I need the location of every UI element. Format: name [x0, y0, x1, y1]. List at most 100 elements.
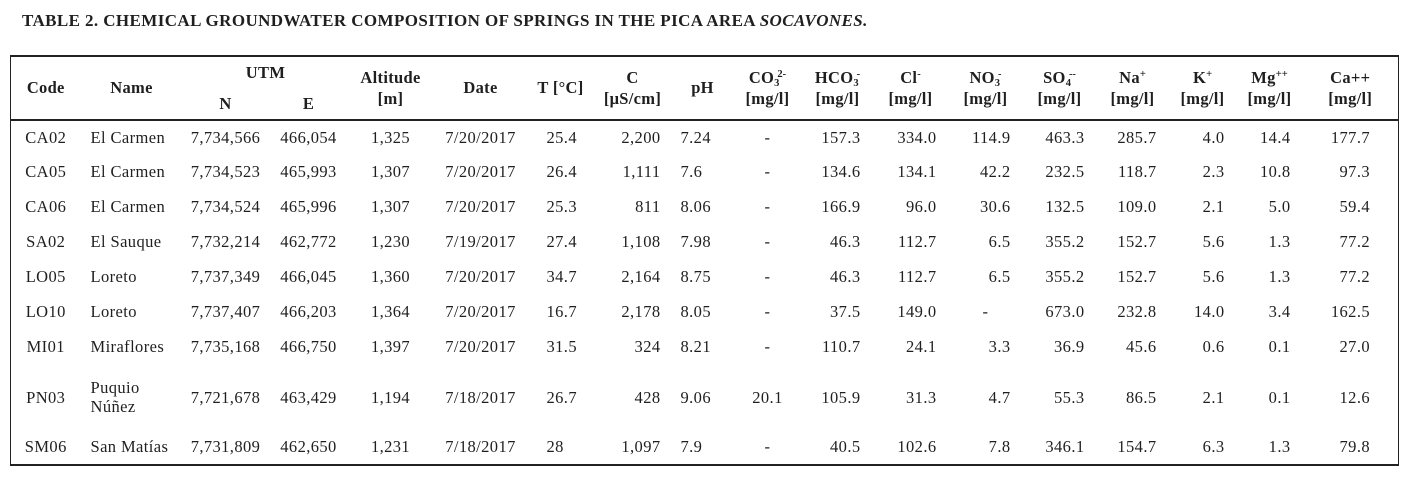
- cell-name: El Carmen: [90, 162, 166, 182]
- cell-ph: 8.06: [680, 197, 711, 217]
- cell-cl: 24.1: [906, 337, 937, 357]
- cell-cl: 149.0: [897, 302, 937, 322]
- column-header-code: Code: [26, 78, 65, 98]
- cell-co3: -: [764, 337, 771, 357]
- cell-ca: 79.8: [1339, 437, 1370, 457]
- cell-no3: 6.5: [988, 267, 1011, 287]
- cell-so4: 346.1: [1045, 437, 1085, 457]
- table-row-LO05: LO05 Loreto 7,737,349 466,045 1,360 7/20/2017…: [11, 260, 1399, 295]
- table-row-PN03: PN03 Puquio Núñez 7,721,678 463,429 1,194 7/1…: [11, 365, 1399, 431]
- cell-altitude: 1,230: [370, 232, 411, 252]
- column-header-mg: Mg++ [mg/l]: [1247, 67, 1292, 108]
- cell-mg: 0.1: [1268, 387, 1291, 407]
- cell-na: 232.8: [1117, 302, 1157, 322]
- table-row-CA05: CA05 El Carmen 7,734,523 465,993 1,307 7/20/2…: [11, 155, 1399, 190]
- cell-date: 7/20/2017: [445, 337, 516, 357]
- cell-t: 34.7: [546, 267, 577, 287]
- cell-so4: 463.3: [1045, 127, 1085, 147]
- cell-c: 1,097: [621, 437, 661, 457]
- cell-altitude: 1,231: [370, 437, 411, 457]
- column-header-so4: SO4-- [mg/l]: [1037, 67, 1082, 108]
- cell-cl: 134.1: [897, 162, 937, 182]
- cell-ca: 12.6: [1339, 387, 1370, 407]
- cell-hco3: 105.9: [821, 387, 861, 407]
- cell-so4: 355.2: [1045, 267, 1085, 287]
- cell-co3: -: [764, 437, 771, 457]
- cell-so4: 36.9: [1054, 337, 1085, 357]
- cell-date: 7/20/2017: [445, 302, 516, 322]
- cell-altitude: 1,397: [370, 337, 411, 357]
- cell-ca: 59.4: [1339, 197, 1370, 217]
- cell-date: 7/20/2017: [445, 127, 516, 147]
- cell-code: LO10: [25, 302, 66, 322]
- column-header-ca: Ca++ [mg/l]: [1328, 67, 1373, 108]
- cell-k: 6.3: [1202, 437, 1225, 457]
- cell-k: 4.0: [1202, 127, 1225, 147]
- cell-so4: 355.2: [1045, 232, 1085, 252]
- cell-so4: 673.0: [1045, 302, 1085, 322]
- cell-c: 2,164: [621, 267, 661, 287]
- cell-t: 31.5: [546, 337, 577, 357]
- column-header-name: Name: [110, 78, 153, 98]
- cell-mg: 14.4: [1260, 127, 1291, 147]
- cell-code: LO05: [25, 267, 66, 287]
- cell-altitude: 1,364: [370, 302, 411, 322]
- cell-co3: -: [764, 232, 771, 252]
- cell-k: 5.6: [1202, 267, 1225, 287]
- cell-ph: 7.9: [680, 437, 703, 457]
- cell-ca: 97.3: [1339, 162, 1370, 182]
- column-group-header-utm: UTM: [245, 62, 286, 82]
- cell-k: 0.6: [1202, 337, 1225, 357]
- cell-cl: 102.6: [897, 437, 937, 457]
- cell-mg: 5.0: [1268, 197, 1291, 217]
- cell-co3: -: [764, 302, 771, 322]
- table-row-SA02: SA02 El Sauque 7,732,214 462,772 1,230 7/19/2…: [11, 225, 1399, 260]
- cell-date: 7/20/2017: [445, 197, 516, 217]
- cell-k: 2.1: [1202, 197, 1225, 217]
- cell-ca: 77.2: [1339, 267, 1370, 287]
- cell-altitude: 1,307: [370, 162, 411, 182]
- cell-ca: 162.5: [1330, 302, 1370, 322]
- table-title-text: TABLE 2. CHEMICAL GROUNDWATER COMPOSITIO…: [22, 11, 760, 30]
- cell-co3: 20.1: [752, 387, 783, 407]
- cell-so4: 55.3: [1054, 387, 1085, 407]
- cell-ph: 8.75: [680, 267, 711, 287]
- table-header: Code Name UTM Altitude [m] Date T [°C] C [μS/cm]…: [10, 56, 1399, 120]
- cell-no3: -: [982, 302, 989, 322]
- cell-c: 2,200: [621, 127, 661, 147]
- cell-cl: 334.0: [897, 127, 937, 147]
- cell-na: 154.7: [1117, 437, 1157, 457]
- cell-hco3: 37.5: [830, 302, 861, 322]
- cell-altitude: 1,307: [370, 197, 411, 217]
- column-header-cl: Cl- [mg/l]: [888, 67, 933, 108]
- cell-co3: -: [764, 127, 771, 147]
- cell-name: Miraflores: [90, 337, 165, 357]
- cell-k: 2.1: [1202, 387, 1225, 407]
- cell-code: CA06: [25, 197, 67, 217]
- cell-utm_e: 466,750: [280, 337, 337, 357]
- cell-utm_e: 465,996: [280, 197, 337, 217]
- cell-utm_n: 7,737,349: [190, 267, 261, 287]
- column-header-k: K+ [mg/l]: [1180, 67, 1225, 108]
- cell-name: Loreto: [90, 302, 137, 322]
- cell-t: 26.4: [546, 162, 577, 182]
- cell-ca: 27.0: [1339, 337, 1370, 357]
- cell-utm_e: 462,650: [280, 437, 337, 457]
- cell-t: 27.4: [546, 232, 577, 252]
- table-row-CA02: CA02 El Carmen 7,734,566 466,054 1,325 7/20/2…: [11, 120, 1399, 155]
- cell-t: 26.7: [546, 387, 577, 407]
- cell-name: El Carmen: [90, 197, 166, 217]
- cell-mg: 1.3: [1268, 437, 1291, 457]
- cell-co3: -: [764, 162, 771, 182]
- cell-no3: 3.3: [988, 337, 1011, 357]
- cell-cl: 112.7: [897, 267, 937, 287]
- cell-na: 285.7: [1117, 127, 1157, 147]
- cell-ph: 9.06: [680, 387, 711, 407]
- cell-date: 7/18/2017: [445, 437, 516, 457]
- cell-so4: 232.5: [1045, 162, 1085, 182]
- cell-c: 428: [634, 387, 661, 407]
- cell-hco3: 157.3: [821, 127, 861, 147]
- cell-t: 25.4: [546, 127, 577, 147]
- cell-t: 28: [546, 437, 564, 457]
